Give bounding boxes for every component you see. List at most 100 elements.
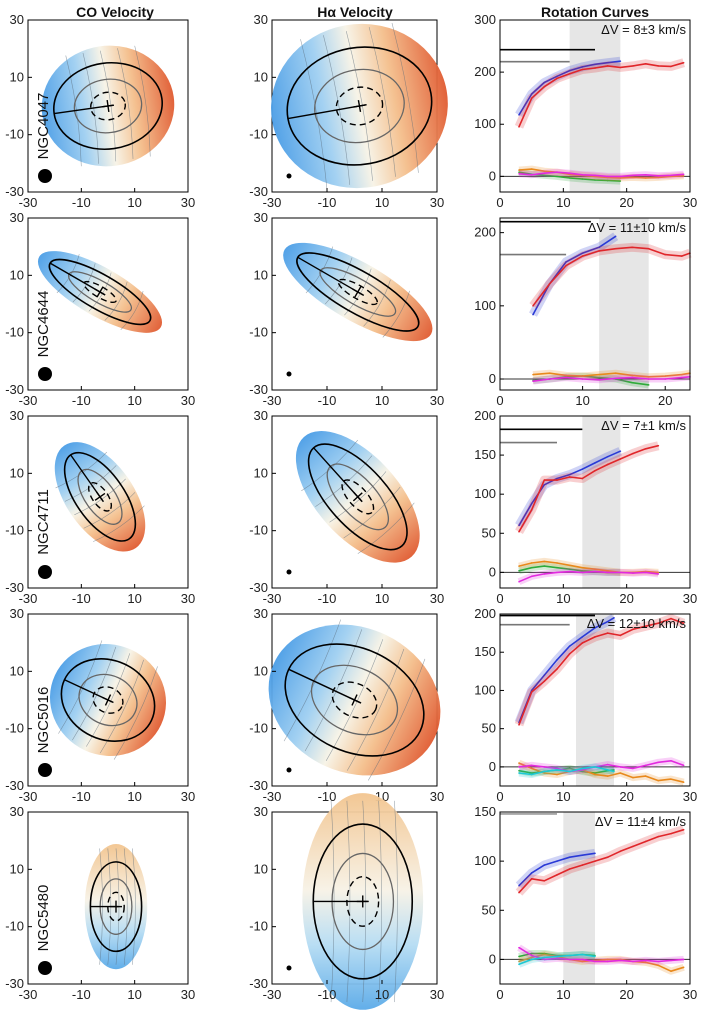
data-point-Halpha [581, 477, 584, 480]
rotation-curve-chart: 0 10 20 30 0 50 100 150 200 ΔV = 12±10 km/s [474, 606, 697, 804]
beam-size-dot [38, 961, 52, 975]
data-point-CO [614, 235, 617, 238]
data-point-CO [613, 617, 615, 619]
isovelocity-contour [104, 281, 128, 321]
data-point-res3 [606, 175, 609, 178]
data-point-Halpha [657, 65, 660, 67]
data-point-res2 [598, 373, 600, 376]
delta-v-label: ΔV = 11±10 km/s [588, 220, 687, 235]
x-tick-label: -10 [72, 789, 91, 804]
data-point-Halpha [594, 636, 596, 638]
beam-size-dot [38, 367, 52, 381]
x-tick-label: 30 [430, 591, 444, 606]
x-tick-label: -30 [19, 591, 38, 606]
data-point-res3 [530, 575, 533, 578]
velocity-field [268, 619, 441, 781]
y-tick-label: 10 [10, 465, 24, 480]
data-point-res3 [670, 174, 672, 177]
y-tick-label: -10 [5, 523, 24, 538]
y-tick-label: -30 [5, 580, 24, 595]
data-point-res1 [594, 772, 596, 774]
data-point-CO [565, 261, 567, 263]
data-point-res2 [647, 376, 650, 378]
data-point-res2 [657, 176, 660, 179]
data-point-res2 [556, 562, 558, 564]
data-point-CO [581, 636, 584, 638]
data-point-res3 [518, 766, 520, 768]
beam-size-dot [38, 763, 52, 777]
center-mark [101, 104, 115, 108]
x-tick-label: 10 [575, 393, 589, 408]
y-tick-label: -10 [249, 523, 268, 538]
data-point-CO [619, 60, 622, 62]
x-tick-label: 10 [127, 789, 141, 804]
data-point-Halpha [543, 85, 546, 88]
y-tick-label: 150 [474, 804, 496, 819]
data-point-res2 [581, 566, 584, 569]
data-point-res4 [581, 767, 584, 770]
data-point-CO [594, 462, 596, 464]
data-point-res3 [568, 570, 571, 573]
outer-ellipse [48, 258, 152, 326]
data-point-CO [581, 66, 584, 68]
data-point-res3 [530, 954, 533, 957]
series-line-res2 [518, 762, 684, 783]
data-point-res1 [568, 767, 571, 770]
x-tick-label: 30 [181, 789, 195, 804]
data-point-Halpha [565, 264, 567, 267]
data-point-Halpha [644, 62, 647, 65]
series-line-res2 [518, 953, 684, 973]
data-point-res2 [543, 772, 546, 774]
data-point-res2 [632, 776, 634, 779]
x-tick-label: -10 [318, 591, 337, 606]
data-point-res2 [644, 177, 647, 179]
data-point-res3 [682, 958, 685, 961]
data-point-Halpha [568, 476, 571, 478]
co-velocity-map: -30-30 -10 -10 10 10 30 30 NGC4047 [5, 12, 195, 210]
data-point-res3 [644, 764, 647, 767]
data-point-res2 [581, 960, 584, 963]
data-point-Halpha [594, 860, 596, 862]
series-line-res3 [518, 171, 684, 178]
data-point-Halpha [682, 61, 685, 64]
data-point-res3 [682, 173, 685, 176]
x-tick-label: 20 [658, 393, 672, 408]
data-point-CO [543, 484, 546, 486]
y-tick-label: -30 [249, 184, 268, 199]
x-tick-label: 10 [127, 987, 141, 1002]
data-point-res2 [619, 772, 622, 774]
y-tick-label: 10 [254, 861, 268, 876]
data-point-res1 [606, 179, 609, 182]
fit-region-band [569, 20, 621, 192]
data-point-res1 [556, 175, 558, 178]
data-point-Halpha [598, 250, 600, 252]
galaxy-label: NGC5480 [35, 885, 52, 952]
x-tick-label: -10 [318, 393, 337, 408]
center-mark [102, 696, 114, 704]
data-point-res3 [680, 376, 683, 379]
center-mark [353, 104, 366, 108]
series-line-Halpha [518, 444, 659, 533]
data-point-res3 [556, 957, 558, 960]
data-point-res3 [518, 946, 520, 949]
inner-ellipse [341, 479, 375, 515]
data-point-res3 [518, 580, 520, 583]
y-tick-label: 0 [489, 951, 496, 966]
x-tick-label: 30 [430, 393, 444, 408]
data-point-Halpha [594, 67, 596, 69]
isovelocity-contour [132, 848, 136, 965]
data-point-Halpha [581, 864, 584, 866]
data-point-res2 [548, 372, 551, 374]
fit-region-band [599, 218, 649, 390]
data-point-res1 [543, 174, 546, 177]
y-tick-label: 30 [254, 804, 268, 819]
data-point-res1 [518, 955, 520, 958]
y-tick-label: 30 [254, 606, 268, 621]
y-tick-label: 0 [489, 759, 496, 774]
data-point-CO [530, 93, 533, 95]
data-point-res2 [657, 964, 660, 967]
data-point-Halpha [657, 622, 660, 624]
series-line-res2 [518, 168, 684, 179]
data-point-Halpha [581, 255, 584, 257]
data-point-res2 [631, 374, 633, 377]
